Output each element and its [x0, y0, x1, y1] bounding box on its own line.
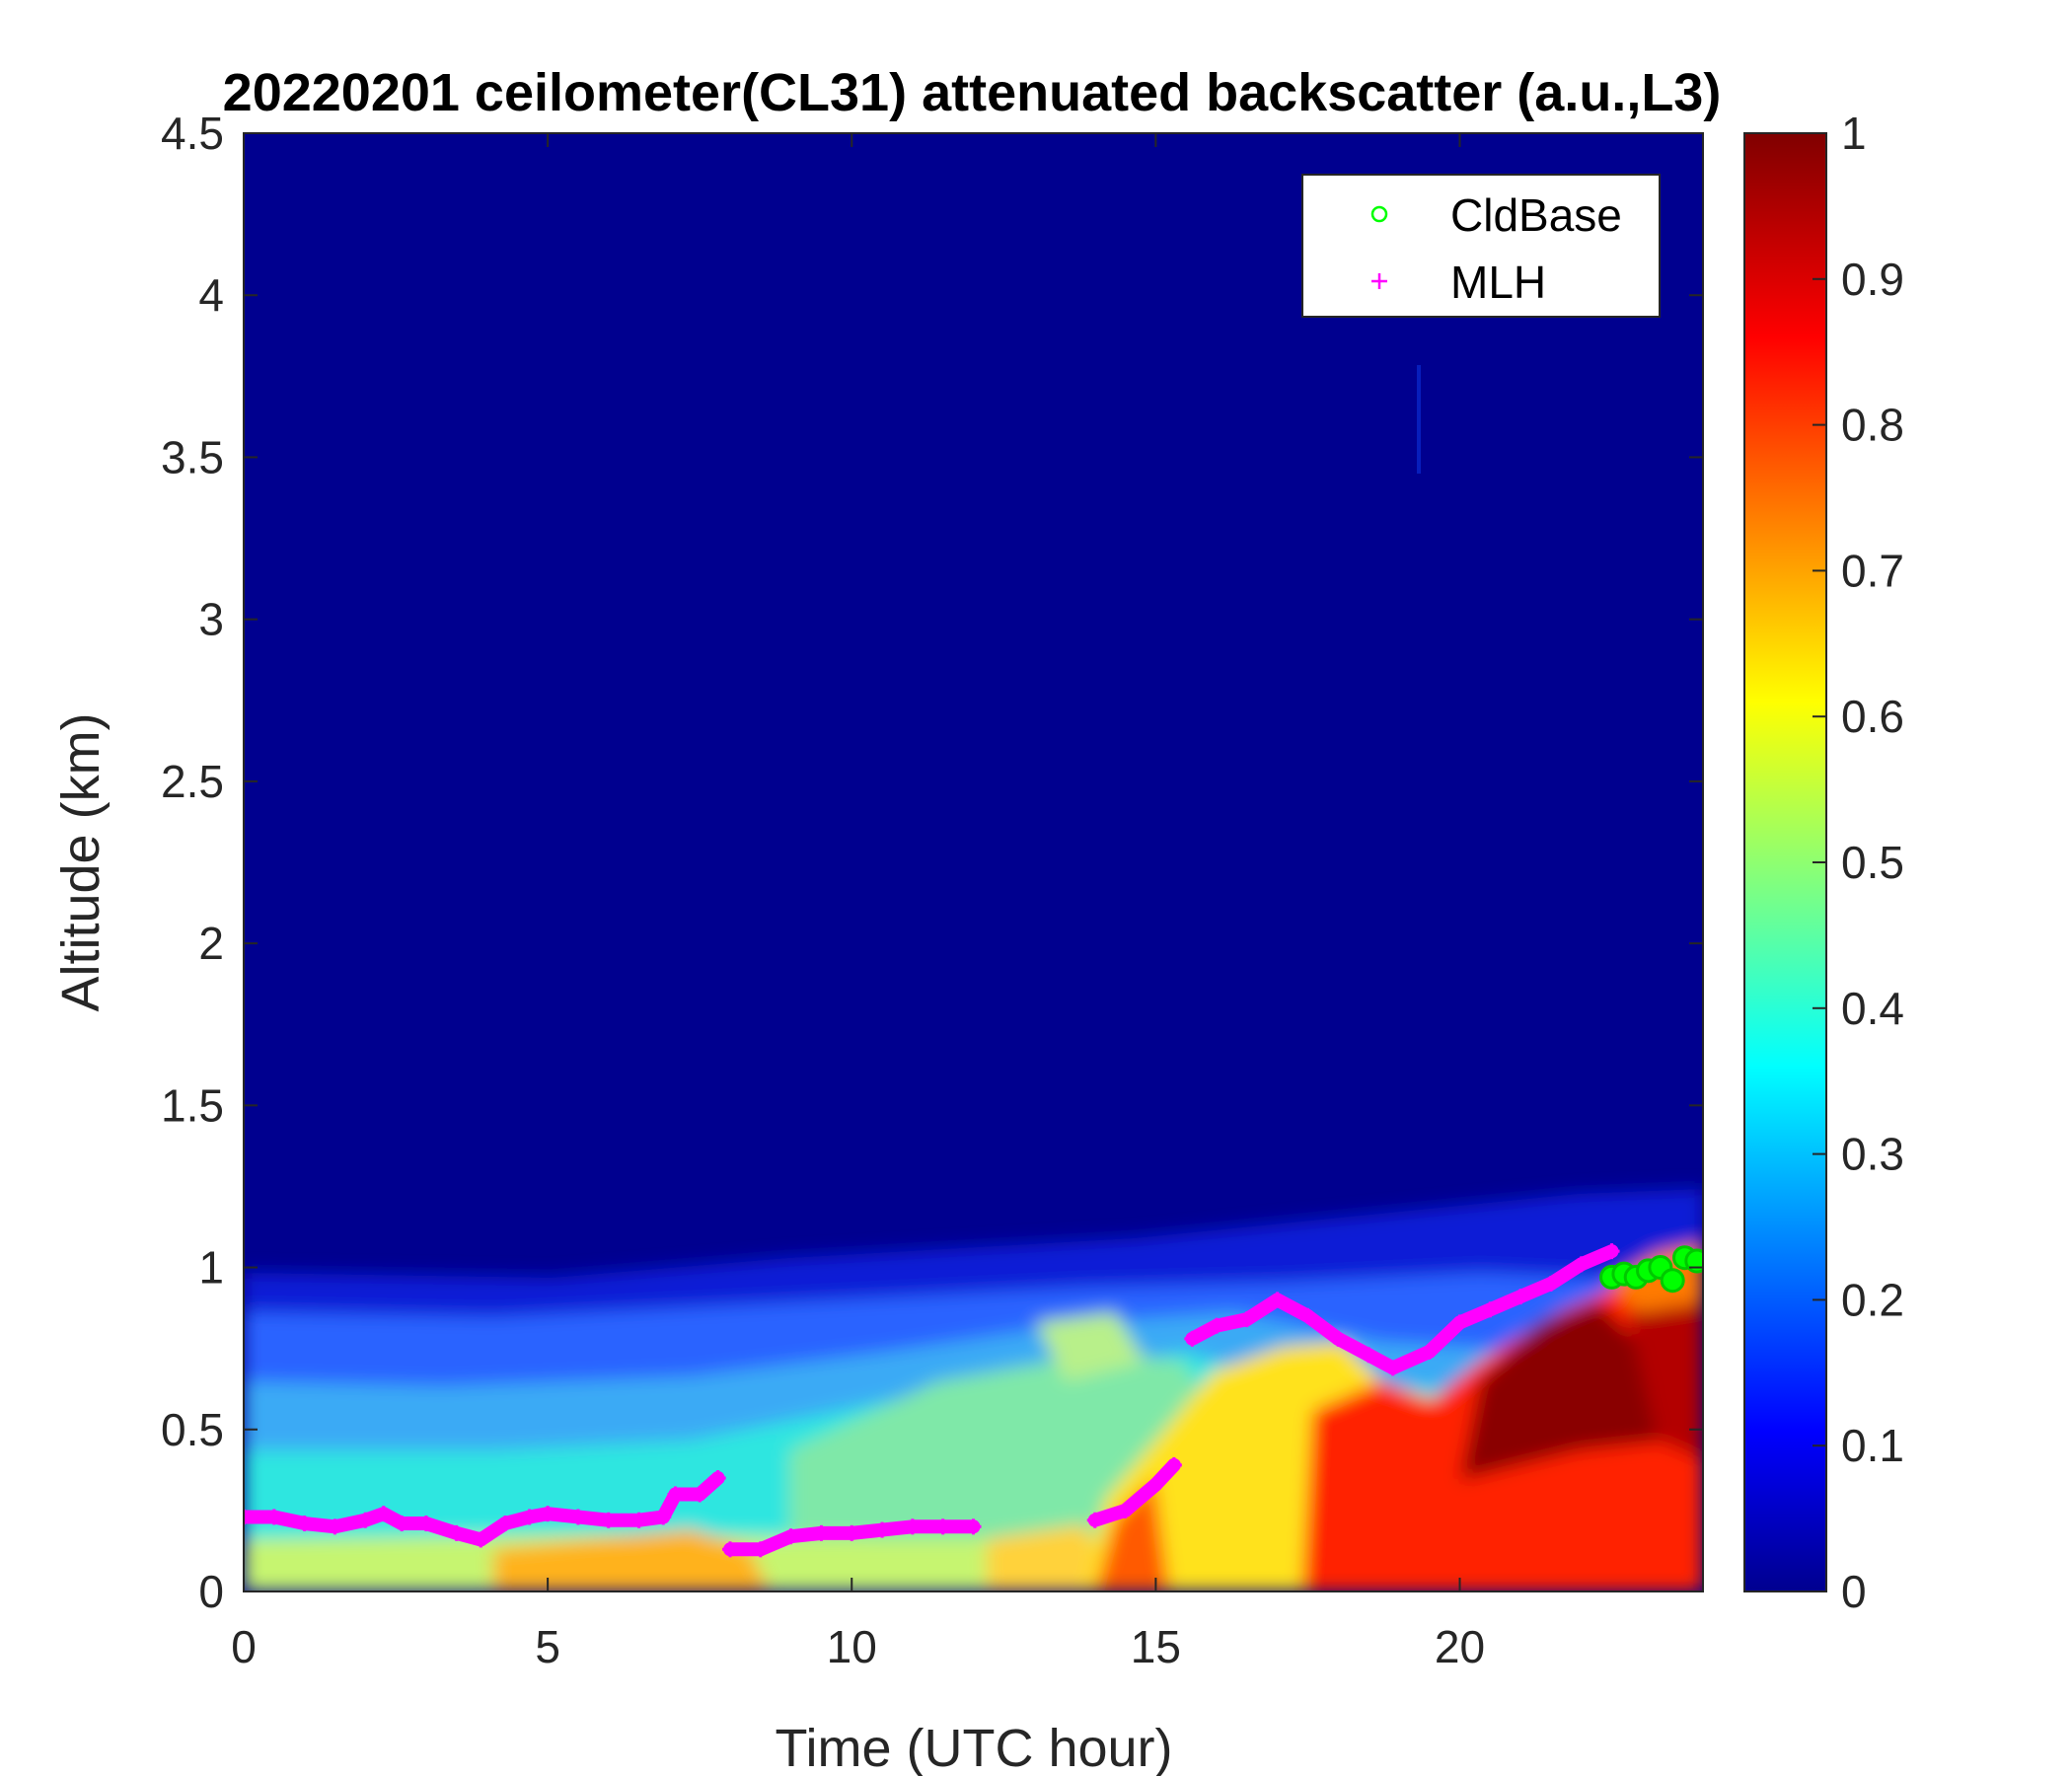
- colorbar-tick-label: 0.5: [1841, 837, 1904, 888]
- y-tick-label: 2.5: [161, 756, 224, 807]
- mlh-segment: [1574, 1244, 1619, 1272]
- x-axis: 0 5 10 15 20: [231, 133, 1485, 1672]
- x-tick-label: 20: [1435, 1621, 1485, 1672]
- y-tick-label: 3.5: [161, 431, 224, 482]
- colorbar-tick-label: 0.6: [1841, 691, 1904, 742]
- colorbar-tick-label: 0.2: [1841, 1274, 1904, 1325]
- colorbar-tick-label: 0.9: [1841, 254, 1904, 305]
- cldbase-point: [1660, 1268, 1685, 1294]
- mlh-series: [244, 1243, 1620, 1558]
- legend-mlh-label: MLH: [1450, 257, 1546, 308]
- mlh-segment: [1422, 1315, 1467, 1359]
- y-tick-label: 2: [198, 918, 224, 969]
- y-tick-label: 0.5: [161, 1404, 224, 1455]
- cldbase-point: [1684, 1248, 1703, 1274]
- colorbar-tick-label: 0.3: [1841, 1129, 1904, 1180]
- colorbar: [1743, 132, 1827, 1592]
- mlh-point: [965, 1518, 982, 1535]
- colorbar-tick-label: 0: [1841, 1566, 1867, 1617]
- y-tick-label: 0: [198, 1566, 224, 1617]
- legend: CldBase MLH: [1301, 174, 1661, 318]
- x-tick-label: 10: [827, 1621, 877, 1672]
- x-tick-label: 5: [535, 1621, 560, 1672]
- colorbar-tick-label: 1: [1841, 108, 1867, 159]
- y-tick-label: 1: [198, 1242, 224, 1294]
- cldbase-series: [1599, 1245, 1703, 1294]
- mlh-segment: [1148, 1457, 1181, 1492]
- y-tick-label: 3: [198, 594, 224, 645]
- mlh-segment: [693, 1471, 725, 1502]
- mlh-point: [1603, 1243, 1620, 1260]
- colorbar-tick-label: 0.8: [1841, 400, 1904, 451]
- mlh-point: [709, 1470, 726, 1487]
- mlh-point: [1165, 1456, 1182, 1473]
- plot-frame: [243, 132, 1704, 1592]
- x-tick-label: 15: [1131, 1621, 1181, 1672]
- y-axis: 0 0.5 1 1.5 2 2.5 3 3.5 4 4.5: [161, 108, 1703, 1617]
- colorbar-tick-label: 0.4: [1841, 983, 1904, 1034]
- legend-mlh-marker: [1371, 273, 1387, 289]
- legend-cldbase-marker: [1370, 205, 1388, 223]
- y-tick-label: 1.5: [161, 1079, 224, 1131]
- heatmap-field: [244, 133, 1703, 1591]
- chart-title: 20220201 ceilometer(CL31) attenuated bac…: [223, 63, 1722, 122]
- x-axis-label: Time (UTC hour): [775, 1719, 1172, 1776]
- y-tick-label: 4.5: [161, 108, 224, 159]
- legend-box: [1301, 174, 1661, 318]
- x-tick-label: 0: [231, 1621, 257, 1672]
- y-tick-label: 4: [198, 269, 224, 321]
- colorbar-tick-label: 0.7: [1841, 545, 1904, 596]
- colorbar-axis: 0 0.1 0.2 0.3 0.4 0.5 0.6 0.7 0.8 0.9 1: [1813, 108, 1904, 1617]
- colorbar-tick-label: 0.1: [1841, 1420, 1904, 1471]
- legend-cldbase-label: CldBase: [1450, 189, 1622, 241]
- y-axis-label: Altitude (km): [51, 712, 111, 1011]
